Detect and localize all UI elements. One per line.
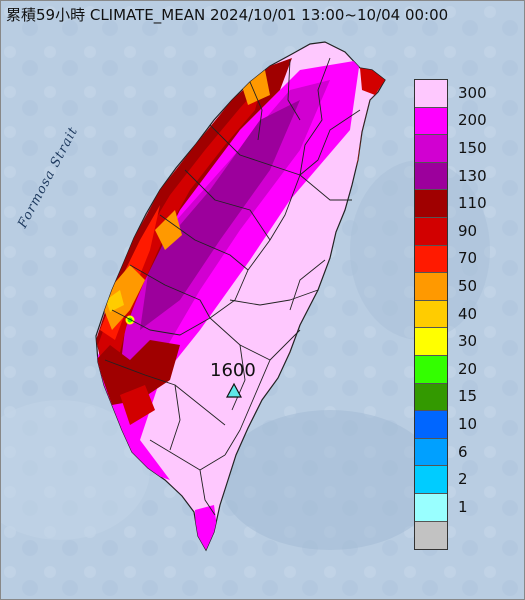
legend-swatch (415, 190, 447, 218)
legend-swatch (415, 493, 447, 522)
max-rainfall-label: 1600 (210, 360, 256, 381)
legend-label: 300 (458, 83, 487, 102)
legend-swatch (415, 217, 447, 246)
legend-swatch (415, 162, 447, 191)
legend-swatch (415, 411, 447, 439)
map-title: 累積59小時 CLIMATE_MEAN 2024/10/01 13:00~10/… (6, 6, 449, 24)
legend-swatch (415, 438, 447, 467)
legend-swatch (415, 521, 447, 550)
legend-label: 20 (458, 359, 478, 378)
legend-color-scale (414, 79, 448, 551)
legend-swatch (415, 273, 447, 301)
legend-label: 50 (458, 276, 478, 295)
taiwan-island (95, 41, 386, 552)
legend-swatch (415, 80, 447, 108)
legend-swatch (415, 328, 447, 356)
legend-swatch (415, 135, 447, 163)
legend-swatch (415, 107, 447, 136)
legend-label: 110 (458, 194, 487, 213)
legend-label: 30 (458, 332, 478, 351)
legend-label: 70 (458, 249, 478, 268)
legend-label: 1 (458, 497, 468, 516)
legend-labels: 300 200 150 130 110 90 70 50 40 30 20 15 10 6 2 1 (458, 79, 518, 521)
legend-label: 150 (458, 138, 487, 157)
legend-swatch (415, 245, 447, 274)
legend-label: 10 (458, 414, 478, 433)
triangle-marker-icon (225, 382, 243, 398)
legend-label: 6 (458, 442, 468, 461)
legend-label: 2 (458, 470, 468, 489)
legend-swatch (415, 355, 447, 384)
legend-swatch (415, 383, 447, 412)
legend-swatch (415, 300, 447, 329)
legend-label: 200 (458, 111, 487, 130)
legend-label: 15 (458, 387, 478, 406)
legend-label: 90 (458, 221, 478, 240)
legend-label: 40 (458, 304, 478, 323)
legend-label: 130 (458, 166, 487, 185)
legend-swatch (415, 466, 447, 494)
